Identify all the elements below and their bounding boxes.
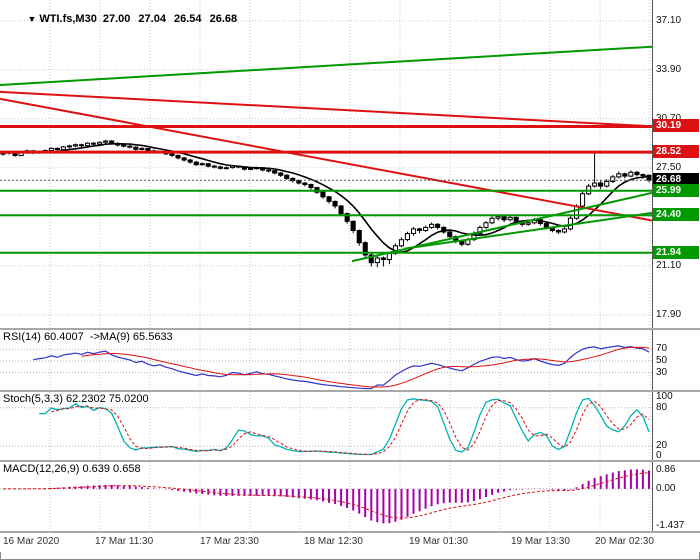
rsi-label: RSI(14) 60.4007 ->MA(9) 65.5633 [3, 331, 173, 343]
time-axis-label: 18 Mar 12:30 [304, 536, 363, 547]
rsi-axis-tick: 70 [656, 343, 668, 355]
stochastic-axis[interactable]: 100 80 20 0 [652, 392, 699, 460]
macd-plot[interactable]: MACD(12,26,9) 0.639 0.658 [0, 462, 652, 531]
rsi-plot[interactable]: RSI(14) 60.4007 ->MA(9) 65.5633 [0, 330, 652, 390]
rsi-axis-tick: 30 [656, 366, 668, 378]
time-axis-label: 16 Mar 2020 [3, 536, 60, 547]
price-level-chip: 26.68 [653, 173, 699, 187]
price-axis-tick: 27.50 [656, 161, 682, 173]
price-level-chip: 25.99 [653, 183, 699, 197]
price-axis[interactable]: 37.1033.9030.7027.5024.3021.1017.9030.19… [652, 0, 699, 328]
price-axis-tick: 17.90 [656, 308, 682, 320]
time-axis-label: 19 Mar 01:30 [409, 536, 468, 547]
macd-pane: MACD(12,26,9) 0.639 0.658 0.86 0.00 -1.437 [0, 462, 700, 533]
time-axis[interactable]: 16 Mar 2020 17 Mar 11:30 17 Mar 23:30 18 Ma… [0, 533, 700, 552]
price-level-chip: 21.94 [653, 245, 699, 259]
price-axis-tick: 33.90 [656, 63, 682, 75]
time-axis-label: 19 Mar 13:30 [511, 536, 570, 547]
price-chart-canvas[interactable] [0, 0, 652, 328]
price-axis-tick: 37.10 [656, 14, 682, 26]
price-axis-tick: 30.70 [656, 112, 682, 124]
stoch-axis-tick: 20 [656, 440, 668, 452]
stoch-axis-tick: 0 [656, 450, 662, 460]
price-level-chip: 28.52 [653, 145, 699, 159]
time-axis-label: 20 Mar 02:30 [595, 536, 654, 547]
macd-axis-tick: -1.437 [656, 520, 685, 531]
price-pane: ▼ WTI.fs,M30 27.00 27.04 26.54 26.68 37.10… [0, 0, 700, 330]
macd-axis-tick: 0.86 [656, 464, 676, 475]
stoch-axis-tick: 100 [656, 392, 673, 402]
stochastic-plot[interactable]: Stoch(5,3,3) 62.2302 75.0200 [0, 392, 652, 460]
rsi-canvas[interactable] [0, 330, 652, 390]
macd-canvas[interactable] [0, 462, 652, 531]
macd-label: MACD(12,26,9) 0.639 0.658 [3, 463, 141, 475]
price-level-chip: 30.19 [653, 119, 699, 133]
time-axis-label: 17 Mar 11:30 [95, 536, 154, 547]
symbol-dropdown-icon[interactable]: ▼ [27, 14, 37, 24]
stochastic-pane: Stoch(5,3,3) 62.2302 75.0200 100 80 20 0 [0, 392, 700, 462]
rsi-pane: RSI(14) 60.4007 ->MA(9) 65.5633 70 50 30 [0, 330, 700, 392]
ohlc-values: 27.00 27.04 26.54 26.68 [102, 13, 238, 25]
stochastic-canvas[interactable] [0, 392, 652, 460]
chart-header: ▼ WTI.fs,M30 27.00 27.04 26.54 26.68 [3, 1, 237, 37]
price-axis-tick: 21.10 [656, 259, 682, 271]
price-plot[interactable]: ▼ WTI.fs,M30 27.00 27.04 26.54 26.68 [0, 0, 652, 328]
stoch-axis-tick: 80 [656, 401, 668, 413]
price-level-chip: 24.40 [653, 208, 699, 222]
rsi-axis-tick: 50 [656, 355, 668, 366]
rsi-axis[interactable]: 70 50 30 [652, 330, 699, 390]
symbol-label: WTI.fs,M30 [39, 13, 97, 25]
time-axis-label: 17 Mar 23:30 [200, 536, 259, 547]
macd-axis-tick: 0.00 [656, 482, 676, 494]
macd-axis[interactable]: 0.86 0.00 -1.437 [652, 462, 699, 531]
stochastic-label: Stoch(5,3,3) 62.2302 75.0200 [3, 393, 149, 405]
